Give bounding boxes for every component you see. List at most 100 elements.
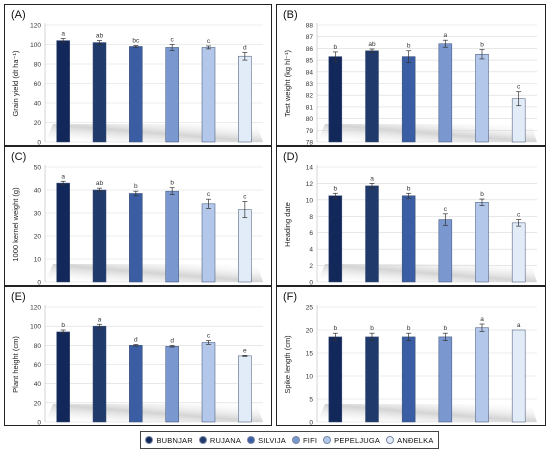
significance-letter: c bbox=[517, 84, 521, 91]
y-tick-label: 0 bbox=[309, 420, 313, 427]
bar bbox=[475, 327, 489, 423]
bar bbox=[438, 43, 453, 143]
y-tick-label: 12 bbox=[306, 181, 314, 188]
bar bbox=[56, 40, 70, 143]
bar bbox=[165, 190, 179, 283]
significance-letter: c bbox=[243, 194, 247, 201]
significance-letter: a bbox=[370, 175, 374, 182]
panel-label: (D) bbox=[283, 151, 298, 163]
significance-letter: b bbox=[61, 322, 65, 329]
y-tick-label: 10 bbox=[306, 197, 314, 204]
y-tick-label: 60 bbox=[34, 362, 42, 369]
significance-letter: d bbox=[170, 338, 174, 345]
y-tick-label: 10 bbox=[306, 374, 314, 381]
bar bbox=[129, 193, 143, 283]
y-tick-label: 0 bbox=[37, 420, 41, 427]
significance-letter: b bbox=[170, 180, 174, 187]
y-tick-label: 84 bbox=[306, 69, 314, 76]
chart-a: 0 20 40 60 80 100 120 (A) Grain yield (dt ha⁻¹) a… bbox=[11, 9, 263, 147]
y-tick-label: 86 bbox=[306, 46, 314, 53]
bar bbox=[328, 195, 343, 283]
y-tick-label: 14 bbox=[306, 165, 314, 172]
y-tick-label: 80 bbox=[306, 116, 314, 123]
chart-e: 0 20 40 60 80 100 120 (E) Plant height (cm) b a d d c… bbox=[11, 291, 263, 427]
y-tick-label: 4 bbox=[309, 247, 313, 254]
panel-d: 0 2 4 6 8 10 12 14 (D) Heading date b a b c b c bbox=[276, 146, 546, 287]
significance-letter: c bbox=[207, 333, 211, 340]
panel-label: (A) bbox=[11, 9, 26, 21]
chart-f: 0 5 10 15 20 25 (F) Spike length (cm) b b b b a a bbox=[283, 291, 537, 427]
panel-b: 78 79 80 81 82 83 84 85 86 87 88 (B) Test weight (kg… bbox=[276, 4, 546, 147]
significance-letter: a bbox=[444, 32, 448, 39]
significance-letter: ab bbox=[96, 33, 104, 40]
y-tick-label: 120 bbox=[30, 23, 41, 30]
significance-letter: c bbox=[207, 191, 211, 198]
chart-d: 0 2 4 6 8 10 12 14 (D) Heading date b a b c b c bbox=[283, 151, 537, 287]
legend-item: ANĐELKA bbox=[386, 436, 433, 445]
chart-floor bbox=[45, 264, 263, 282]
significance-letter: c bbox=[444, 206, 448, 213]
significance-letter: b bbox=[407, 325, 411, 332]
chart-floor bbox=[317, 264, 537, 282]
y-tick-label: 20 bbox=[34, 400, 42, 407]
significance-letter: b bbox=[134, 183, 138, 190]
bar bbox=[92, 325, 107, 423]
bar bbox=[511, 329, 526, 423]
significance-letter: ab bbox=[368, 41, 376, 48]
significance-letter: bc bbox=[132, 37, 140, 44]
y-tick-label: 20 bbox=[306, 328, 314, 335]
y-tick-label: 15 bbox=[306, 351, 314, 358]
bar bbox=[201, 47, 216, 143]
bar bbox=[475, 202, 489, 283]
significance-letter: d bbox=[243, 44, 247, 51]
bar bbox=[129, 46, 143, 143]
significance-letter: ab bbox=[96, 180, 104, 187]
chart-floor bbox=[45, 124, 263, 142]
y-tick-label: 8 bbox=[309, 214, 313, 221]
legend-label: RUJANA bbox=[209, 435, 242, 445]
panel-label: (B) bbox=[283, 9, 298, 21]
y-tick-label: 82 bbox=[306, 93, 314, 100]
y-tick-label: 85 bbox=[306, 58, 314, 65]
legend-item: FIFI bbox=[292, 436, 317, 445]
bar bbox=[238, 355, 252, 423]
significance-letter: b bbox=[334, 44, 338, 51]
panel-a: 0 20 40 60 80 100 120 (A) Grain yield (dt ha⁻¹) a… bbox=[4, 4, 272, 147]
legend-item: BUBNJAR bbox=[145, 436, 193, 445]
bar bbox=[401, 195, 416, 283]
chart-b: 78 79 80 81 82 83 84 85 86 87 88 (B) Test weight (kg… bbox=[283, 9, 537, 147]
y-tick-label: 0 bbox=[309, 280, 313, 287]
y-tick-label: 6 bbox=[309, 230, 313, 237]
bar bbox=[238, 209, 252, 283]
legend-item: SILVIJA bbox=[247, 436, 286, 445]
significance-letter: e bbox=[243, 347, 247, 354]
y-tick-label: 25 bbox=[306, 305, 314, 312]
legend-item: RUJANA bbox=[198, 435, 242, 445]
significance-letter: b bbox=[407, 43, 411, 50]
panel-label: (C) bbox=[11, 151, 26, 163]
panel-f: 0 5 10 15 20 25 (F) Spike length (cm) b b b b a a bbox=[276, 286, 546, 427]
significance-letter: a bbox=[517, 322, 521, 329]
significance-letter: c bbox=[207, 38, 211, 45]
panel-c: 0 10 20 30 40 50 (C) 1000 kernel weight (g) a ab b… bbox=[4, 146, 272, 287]
y-tick-label: 87 bbox=[306, 34, 314, 41]
significance-letter: c bbox=[171, 37, 175, 44]
y-tick-label: 80 bbox=[34, 62, 42, 69]
legend: BUBNJAR RUJANA SILVIJA FIFI PEPELJUGA AN… bbox=[140, 431, 439, 449]
y-tick-label: 100 bbox=[30, 324, 41, 331]
bar bbox=[92, 42, 107, 143]
y-tick-label: 88 bbox=[306, 23, 314, 30]
y-axis-label: Plant height (cm) bbox=[11, 336, 20, 393]
chart-c: 0 10 20 30 40 50 (C) 1000 kernel weight (g) a ab b… bbox=[11, 151, 263, 287]
significance-letter: a bbox=[61, 173, 65, 180]
legend-swatch bbox=[198, 436, 207, 444]
bar bbox=[328, 336, 343, 423]
y-tick-label: 81 bbox=[306, 104, 314, 111]
chart-floor bbox=[317, 404, 537, 422]
legend-swatch bbox=[386, 436, 395, 444]
y-tick-label: 2 bbox=[309, 263, 313, 270]
chart-floor bbox=[45, 404, 263, 422]
legend-swatch bbox=[247, 436, 256, 444]
legend-swatch bbox=[292, 436, 301, 444]
bar bbox=[129, 345, 143, 423]
